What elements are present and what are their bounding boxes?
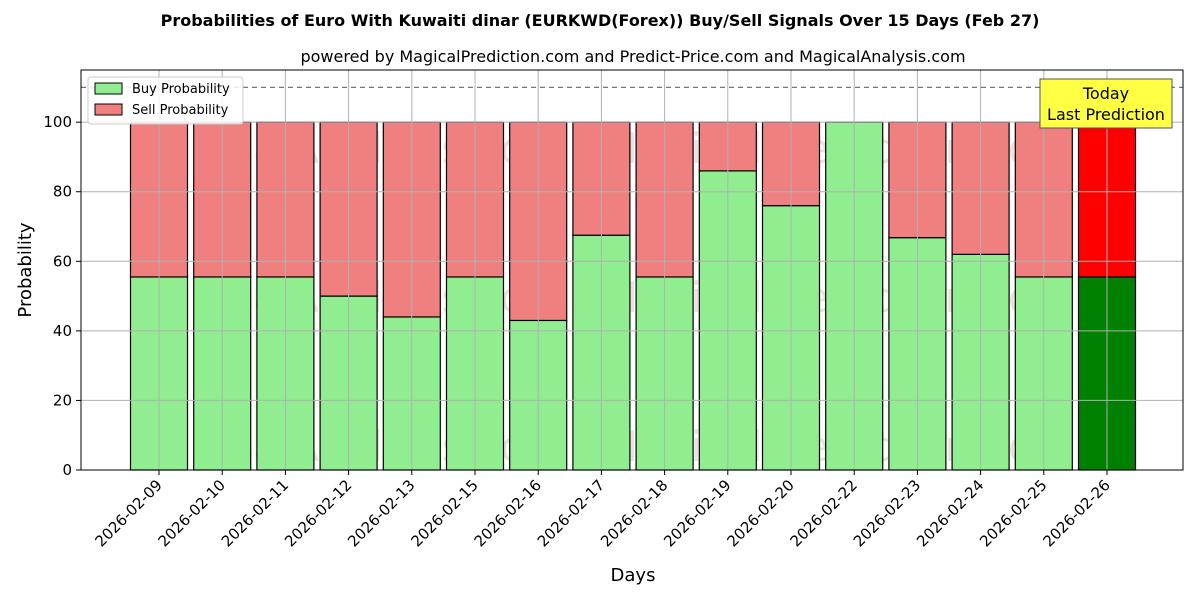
legend-swatch [94, 82, 123, 95]
x-tick-label: 2026-02-16 [471, 476, 545, 550]
x-tick-label: 2026-02-11 [218, 476, 292, 550]
x-tick-label: 2026-02-22 [787, 476, 861, 550]
annotation: Today Last Prediction [1039, 78, 1173, 129]
x-tick-label: 2026-02-26 [1039, 476, 1113, 550]
x-tick-label: 2026-02-19 [660, 476, 734, 550]
x-tick-label: 2026-02-23 [850, 476, 924, 550]
plot-frame [80, 69, 1184, 471]
legend-label: Sell Probability [132, 103, 229, 118]
y-tick-label: 80 [53, 183, 72, 201]
x-tick-label: 2026-02-18 [597, 476, 671, 550]
legend-label: Buy Probability [132, 82, 230, 97]
y-tick-label: 20 [53, 391, 72, 409]
x-tick-label: 2026-02-12 [281, 476, 355, 550]
y-tick-label: 100 [43, 113, 72, 131]
x-tick-label: 2026-02-25 [976, 476, 1050, 550]
legend-box [87, 76, 244, 125]
x-tick-label: 2026-02-13 [344, 476, 418, 550]
x-axis-label: Days [611, 565, 656, 586]
y-tick-label: 0 [62, 461, 72, 479]
annotation-box [1039, 78, 1173, 129]
annotation-text: Today [1082, 84, 1129, 103]
x-tick-label: 2026-02-17 [534, 476, 608, 550]
x-tick-label: 2026-02-10 [155, 476, 229, 550]
chart-title: Probabilities of Euro With Kuwaiti dinar… [161, 11, 1040, 30]
x-tick-label: 2026-02-09 [91, 476, 165, 550]
legend-swatch [94, 103, 123, 116]
x-tick-label: 2026-02-24 [913, 476, 987, 550]
annotation-text: Last Prediction [1047, 105, 1165, 124]
x-tick-label: 2026-02-15 [407, 476, 481, 550]
y-tick-label: 60 [53, 252, 72, 270]
x-tick-label: 2026-02-20 [723, 476, 797, 550]
chart-subtitle: powered by MagicalPrediction.com and Pre… [300, 47, 965, 66]
legend: Buy Probability Sell Probability [87, 76, 244, 125]
y-axis-label: Probability [15, 222, 36, 317]
y-tick-label: 40 [53, 322, 72, 340]
